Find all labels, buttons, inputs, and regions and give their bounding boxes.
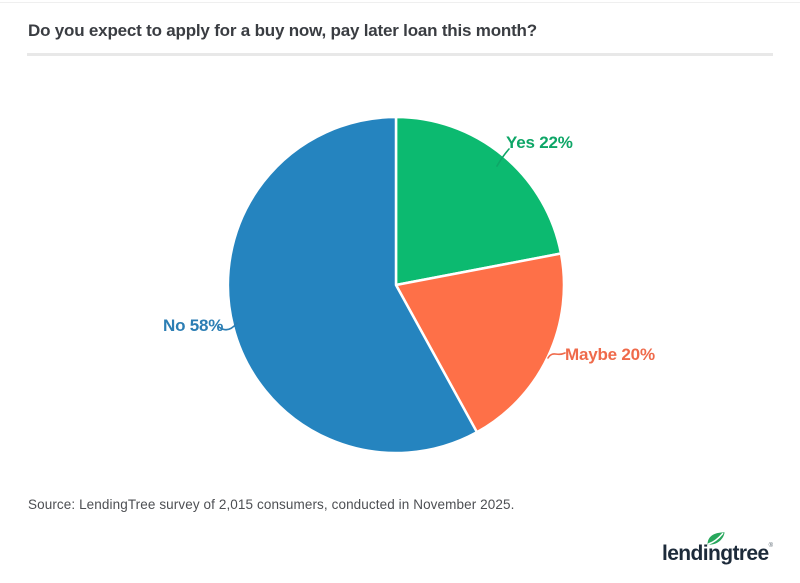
leader-line-maybe — [547, 352, 566, 359]
top-divider — [0, 2, 800, 3]
chart-title: Do you expect to apply for a buy now, pa… — [28, 21, 537, 40]
pie-slice-maybe[interactable] — [394, 252, 566, 434]
leader-line-no — [218, 322, 238, 331]
leader-line-yes — [496, 148, 510, 167]
logo-wordmark: lendingtree — [661, 542, 769, 565]
pie-label-no: No 58% — [163, 316, 224, 335]
source-note: Source: LendingTree survey of 2,015 cons… — [28, 497, 515, 512]
pie-label-maybe: Maybe 20% — [565, 345, 655, 364]
title-divider — [27, 53, 773, 56]
pie-label-yes: Yes 22% — [506, 133, 573, 152]
registered-mark: ® — [768, 543, 773, 549]
lendingtree-logo: lendingtree® — [662, 531, 773, 571]
leaf-icon — [707, 532, 725, 545]
